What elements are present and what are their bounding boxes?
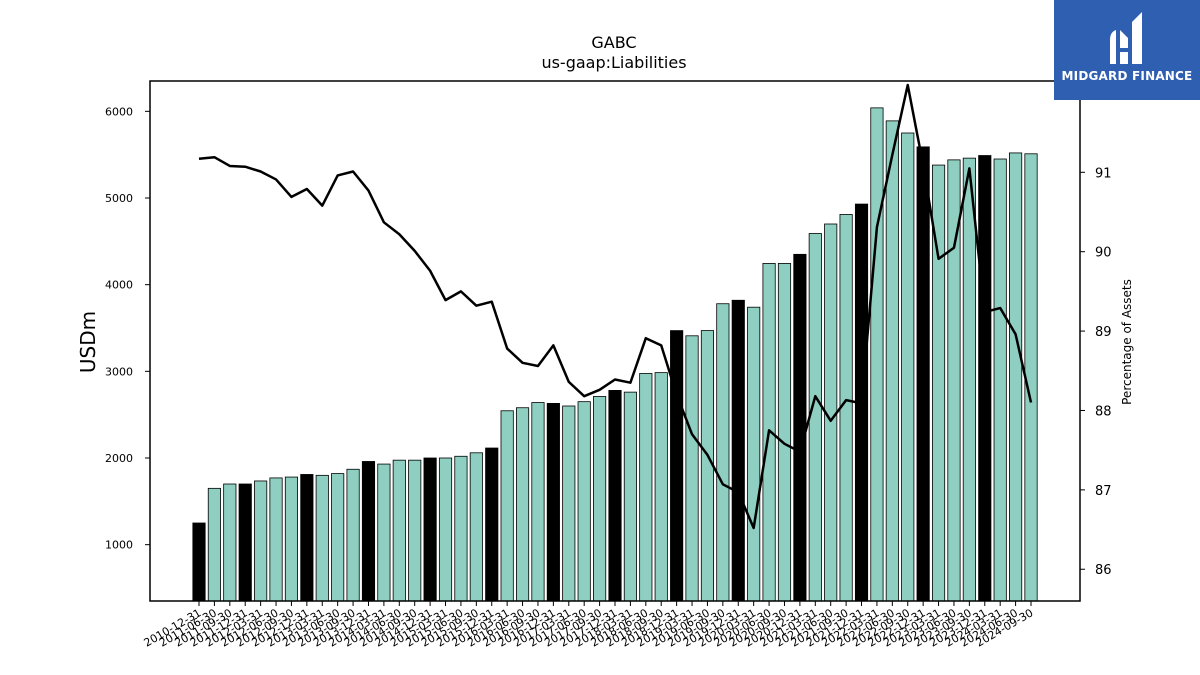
bars-group [192, 107, 1038, 602]
bar-2015-03-31 [454, 455, 468, 602]
bar-2013-03-31 [331, 473, 345, 602]
bar-2024-06-30 [1024, 153, 1038, 602]
bar-2012-09-30 [300, 474, 314, 602]
bar-2013-06-30 [346, 468, 360, 602]
bar-2011-09-30 [238, 483, 252, 602]
bar-2011-12-31 [254, 480, 268, 602]
chart-subtitle: us-gaap:Liabilities [541, 53, 686, 72]
bar-2019-12-31 [747, 306, 761, 602]
bar-2017-09-30 [608, 389, 622, 602]
bar-2014-12-31 [438, 457, 453, 602]
bar-2020-12-31 [808, 233, 822, 602]
bar-2017-03-31 [577, 401, 591, 602]
y-tick-label: 6000 [105, 105, 133, 118]
y-tick-label: 1000 [105, 539, 133, 552]
y-tick-label: 2000 [105, 452, 133, 465]
right-axis: 86 87 88 89 90 91 [1080, 166, 1112, 578]
bar-2015-06-30 [469, 452, 483, 602]
bar-2023-12-31 [993, 158, 1007, 602]
bar-2016-03-31 [515, 407, 530, 602]
y2-axis-label: Percentage of Assets [1120, 279, 1134, 405]
bar-2015-09-30 [485, 447, 499, 602]
bar-2011-03-31 [207, 487, 221, 602]
bar-2019-06-30 [716, 303, 730, 602]
bar-2018-09-30 [670, 330, 684, 602]
y2-tick-label: 87 [1095, 484, 1112, 499]
bar-2016-06-30 [531, 402, 545, 602]
logo-mark-icon [1110, 12, 1142, 64]
bar-2017-06-30 [593, 396, 607, 602]
bar-2012-12-31 [315, 474, 329, 602]
bar-2023-06-30 [962, 157, 976, 602]
x-axis: 2010-12-312011-06-302011-09-302011-12-31… [142, 601, 1036, 650]
bar-2019-09-30 [731, 299, 745, 602]
y-axis-label: USDm [76, 311, 100, 373]
bar-2014-09-30 [423, 457, 437, 602]
bar-2011-06-30 [223, 483, 237, 602]
midgard-finance-logo: MIDGARD FINANCE [1054, 0, 1200, 100]
bar-2016-09-30 [546, 402, 560, 602]
bar-2018-03-31 [639, 373, 653, 602]
bar-2013-09-30 [361, 461, 376, 602]
bar-2022-06-30 [901, 132, 915, 602]
bar-2010-12-31 [192, 522, 206, 602]
bar-2022-09-30 [916, 146, 930, 602]
bar-2020-06-30 [777, 263, 792, 602]
y2-tick-label: 91 [1095, 166, 1112, 181]
line-group [198, 83, 1033, 530]
logo-text: MIDGARD FINANCE [1061, 69, 1193, 83]
bar-2013-12-31 [377, 463, 391, 602]
y2-tick-label: 89 [1095, 325, 1112, 340]
bar-2012-06-30 [284, 476, 299, 602]
bar-2024-03-31 [1009, 152, 1023, 602]
bar-2018-12-31 [685, 335, 699, 602]
y2-tick-label: 88 [1095, 404, 1112, 419]
bar-2020-09-30 [793, 253, 807, 602]
bar-2017-12-31 [623, 391, 637, 602]
percentage-of-assets-line [198, 83, 1033, 530]
y2-tick-label: 86 [1095, 563, 1112, 578]
y-tick-label: 5000 [105, 192, 133, 205]
bar-2014-03-31 [392, 459, 406, 602]
bar-2015-12-31 [500, 410, 514, 602]
bar-2016-12-31 [562, 405, 576, 602]
y2-tick-label: 90 [1095, 246, 1112, 261]
bar-2021-12-31 [870, 107, 884, 602]
bar-2014-06-30 [408, 459, 422, 602]
left-axis: 1000 2000 3000 4000 5000 6000 [105, 105, 150, 552]
y-tick-label: 4000 [105, 279, 133, 292]
bar-2018-06-30 [654, 372, 668, 602]
chart-title: GABC [591, 33, 636, 52]
y-tick-label: 3000 [105, 365, 133, 378]
bar-2023-09-30 [978, 155, 992, 602]
bar-2012-03-31 [269, 477, 283, 602]
bar-2022-03-31 [885, 120, 899, 602]
